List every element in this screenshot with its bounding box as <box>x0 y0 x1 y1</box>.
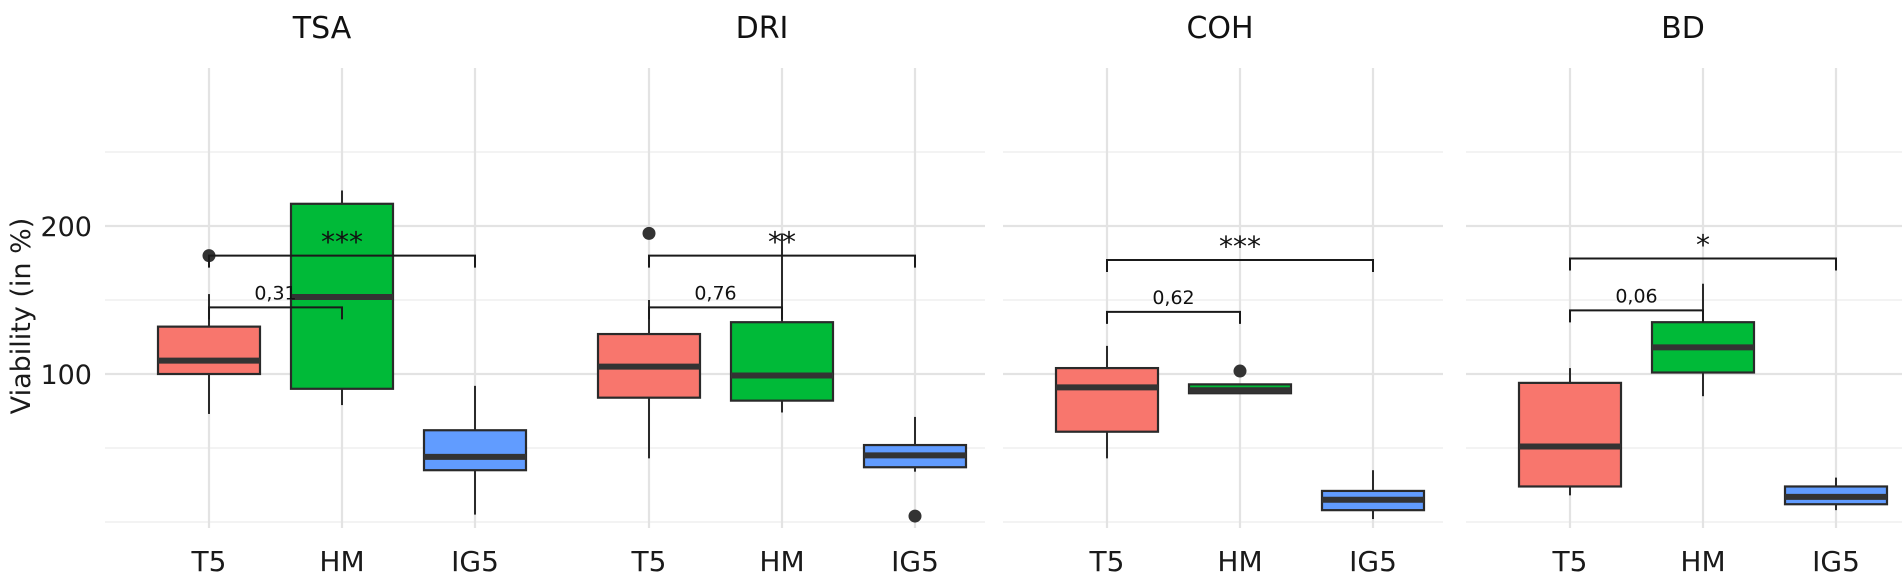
y-axis-label: Viability (in %) <box>6 218 37 415</box>
x-tick-label: T5 <box>631 545 667 578</box>
comparison-bracket <box>1569 257 1837 271</box>
significance-stars: ** <box>768 226 796 259</box>
x-tick-label: T5 <box>1552 545 1588 578</box>
outlier-point <box>1233 364 1247 378</box>
y-tick-label: 100 <box>40 360 92 391</box>
outlier-point <box>642 226 656 240</box>
box-body <box>1054 366 1160 433</box>
significance-stars: *** <box>321 226 363 259</box>
x-tick-label: HM <box>1217 545 1262 578</box>
comparison-bracket <box>1569 309 1704 323</box>
box-body <box>156 325 262 376</box>
x-tick-label: IG5 <box>891 545 939 578</box>
comparison-bracket <box>1106 259 1374 273</box>
box-body <box>729 321 835 402</box>
outlier-point <box>908 509 922 523</box>
box-body <box>1517 381 1623 488</box>
panel-dri: DRI 0,76 ** T5 HM IG5 <box>545 11 985 578</box>
comparison-bracket <box>208 306 343 320</box>
p-value-label: 0,06 <box>1615 285 1657 307</box>
p-value-label: 0,76 <box>694 282 736 304</box>
box-t5 <box>156 249 262 414</box>
box-body <box>422 429 528 472</box>
panel-title: BD <box>1661 11 1705 46</box>
significance-stars: *** <box>1219 230 1261 263</box>
x-tick-label: HM <box>1680 545 1725 578</box>
comparison-bracket <box>648 306 783 320</box>
comparison-bracket <box>1106 310 1241 324</box>
panel-title: DRI <box>736 11 789 46</box>
p-value-label: 0,31 <box>254 282 296 304</box>
panel-tsa: TSA 0,31 *** T5 HM IG5 <box>105 11 545 578</box>
comparison-bracket <box>208 254 476 268</box>
significance-stars: * <box>1696 229 1710 262</box>
y-axis: Viability (in %) 100 200 <box>6 212 92 414</box>
box-ig5 <box>1320 470 1426 520</box>
x-tick-label: HM <box>319 545 364 578</box>
x-tick-label: HM <box>759 545 804 578</box>
box-hm <box>1187 364 1293 395</box>
x-tick-label: T5 <box>1089 545 1125 578</box>
box-t5 <box>1054 345 1160 459</box>
p-value-label: 0,62 <box>1152 287 1194 309</box>
panel-bd: BD 0,06 * T5 HM IG5 <box>1466 11 1902 578</box>
panel-coh: COH 0,62 *** T5 HM IG5 <box>1003 11 1443 578</box>
x-tick-label: IG5 <box>1349 545 1397 578</box>
panel-title: TSA <box>292 11 352 46</box>
box-hm <box>729 233 835 413</box>
comparison-bracket <box>648 254 916 268</box>
box-ig5 <box>422 385 528 515</box>
box-ig5 <box>862 416 968 523</box>
x-tick-label: T5 <box>191 545 227 578</box>
box-t5 <box>1517 368 1623 496</box>
box-t5 <box>596 226 702 459</box>
box-ig5 <box>1783 477 1889 511</box>
box-hm <box>289 190 395 406</box>
panels: TSA 0,31 *** T5 HM IG5 DRI 0,76 ** T5 HM IG5 COH 0,62… <box>105 11 1902 578</box>
box-hm <box>1650 283 1756 397</box>
y-tick-label: 200 <box>40 212 92 243</box>
panel-title: COH <box>1186 11 1253 46</box>
x-tick-label: IG5 <box>451 545 499 578</box>
x-tick-label: IG5 <box>1812 545 1860 578</box>
